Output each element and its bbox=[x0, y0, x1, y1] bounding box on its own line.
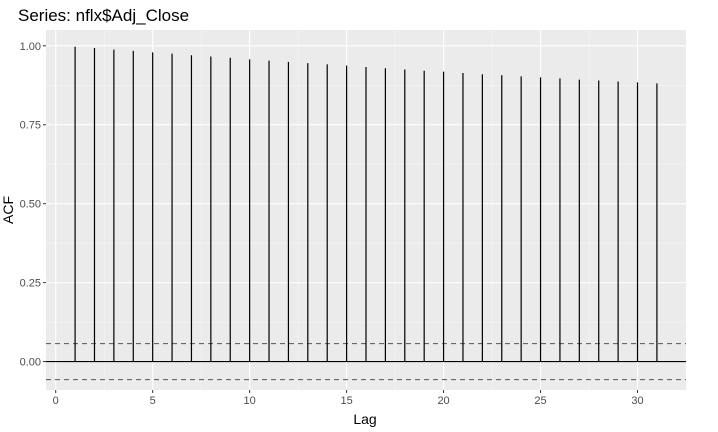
x-tick-label: 10 bbox=[244, 395, 256, 407]
x-tick-label: 20 bbox=[437, 395, 449, 407]
x-tick-label: 25 bbox=[534, 395, 546, 407]
y-axis-label: ACF bbox=[0, 196, 16, 224]
x-tick-label: 15 bbox=[340, 395, 352, 407]
x-tick-label: 0 bbox=[53, 395, 59, 407]
y-tick-label: 0.25 bbox=[20, 278, 41, 290]
x-tick-label: 30 bbox=[631, 395, 643, 407]
x-axis-ticks: 0 5 10 15 20 25 30 bbox=[53, 390, 644, 407]
y-tick-label: 0.00 bbox=[20, 357, 41, 369]
y-axis-ticks: 0.00 0.25 0.50 0.75 1.00 bbox=[20, 41, 46, 369]
y-tick-label: 1.00 bbox=[20, 41, 41, 53]
x-axis-label: Lag bbox=[353, 411, 376, 427]
x-tick-label: 5 bbox=[150, 395, 156, 407]
y-tick-label: 0.50 bbox=[20, 199, 41, 211]
acf-bars bbox=[74, 46, 658, 362]
y-tick-label: 0.75 bbox=[20, 120, 41, 132]
chart-title: Series: nflx$Adj_Close bbox=[18, 6, 189, 25]
